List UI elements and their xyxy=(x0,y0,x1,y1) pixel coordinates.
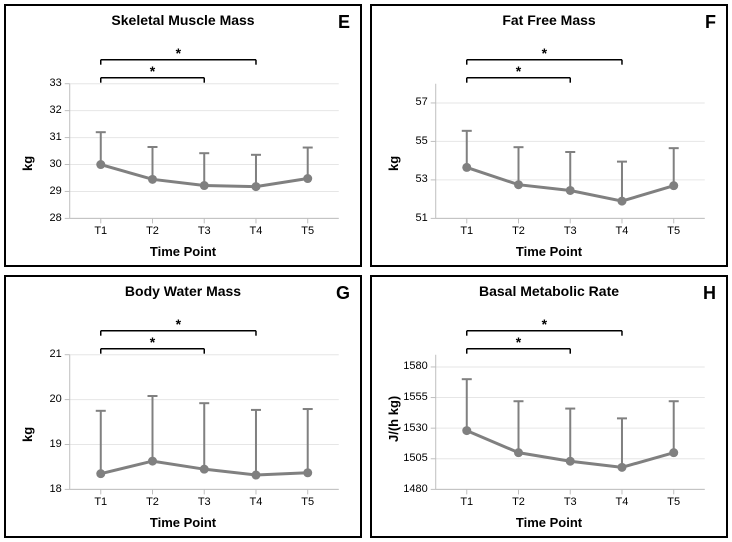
y-tick-label: 51 xyxy=(372,212,428,224)
series-marker xyxy=(462,426,471,435)
x-tick-label: T5 xyxy=(654,496,694,508)
significance-star: * xyxy=(534,45,554,61)
y-tick-label: 57 xyxy=(372,96,428,108)
series-marker xyxy=(303,174,312,183)
panel-F: Fat Free MassFTime Pointkg51535557T1T2T3… xyxy=(370,4,728,267)
x-tick-label: T2 xyxy=(499,225,539,237)
y-tick-label: 1530 xyxy=(372,422,428,434)
series-marker xyxy=(566,457,575,466)
series-marker xyxy=(669,181,678,190)
y-tick-label: 32 xyxy=(6,104,62,116)
y-tick-label: 30 xyxy=(6,158,62,170)
y-tick-label: 53 xyxy=(372,173,428,185)
series-marker xyxy=(200,465,209,474)
y-tick-label: 33 xyxy=(6,77,62,89)
series-marker xyxy=(200,181,209,190)
x-tick-label: T1 xyxy=(447,496,487,508)
x-tick-label: T3 xyxy=(550,225,590,237)
x-tick-label: T5 xyxy=(288,225,328,237)
y-tick-label: 20 xyxy=(6,393,62,405)
x-tick-label: T4 xyxy=(602,496,642,508)
y-tick-label: 28 xyxy=(6,212,62,224)
series-marker xyxy=(251,471,260,480)
x-tick-label: T2 xyxy=(499,496,539,508)
series-marker xyxy=(96,160,105,169)
x-tick-label: T5 xyxy=(654,225,694,237)
y-tick-label: 18 xyxy=(6,483,62,495)
significance-star: * xyxy=(509,63,529,79)
significance-star: * xyxy=(143,63,163,79)
panel-G: Body Water MassGTime Pointkg18192021T1T2… xyxy=(4,275,362,538)
panel-H: Basal Metabolic RateHTime PointJ/(h kg)1… xyxy=(370,275,728,538)
x-tick-label: T1 xyxy=(447,225,487,237)
y-tick-label: 1505 xyxy=(372,452,428,464)
significance-star: * xyxy=(168,316,188,332)
y-tick-label: 31 xyxy=(6,131,62,143)
significance-star: * xyxy=(168,45,188,61)
x-tick-label: T1 xyxy=(81,225,121,237)
series-marker xyxy=(514,448,523,457)
significance-star: * xyxy=(534,316,554,332)
significance-star: * xyxy=(143,334,163,350)
y-tick-label: 55 xyxy=(372,135,428,147)
significance-star: * xyxy=(509,334,529,350)
x-tick-label: T4 xyxy=(602,225,642,237)
panel-E: Skeletal Muscle MassETime Pointkg2829303… xyxy=(4,4,362,267)
series-marker xyxy=(96,469,105,478)
series-marker xyxy=(617,463,626,472)
series-marker xyxy=(617,197,626,206)
x-tick-label: T3 xyxy=(184,496,224,508)
y-tick-label: 29 xyxy=(6,185,62,197)
series-marker xyxy=(148,457,157,466)
x-tick-label: T2 xyxy=(133,496,173,508)
x-tick-label: T3 xyxy=(550,496,590,508)
series-marker xyxy=(251,182,260,191)
series-marker xyxy=(669,448,678,457)
x-tick-label: T5 xyxy=(288,496,328,508)
x-tick-label: T4 xyxy=(236,225,276,237)
series-marker xyxy=(148,175,157,184)
y-tick-label: 1555 xyxy=(372,391,428,403)
x-tick-label: T4 xyxy=(236,496,276,508)
x-tick-label: T3 xyxy=(184,225,224,237)
series-marker xyxy=(303,468,312,477)
series-marker xyxy=(514,180,523,189)
y-tick-label: 21 xyxy=(6,348,62,360)
series-marker xyxy=(462,163,471,172)
x-tick-label: T2 xyxy=(133,225,173,237)
y-tick-label: 1480 xyxy=(372,483,428,495)
y-tick-label: 1580 xyxy=(372,360,428,372)
figure-grid: Skeletal Muscle MassETime Pointkg2829303… xyxy=(0,0,732,542)
series-marker xyxy=(566,186,575,195)
x-tick-label: T1 xyxy=(81,496,121,508)
y-tick-label: 19 xyxy=(6,438,62,450)
